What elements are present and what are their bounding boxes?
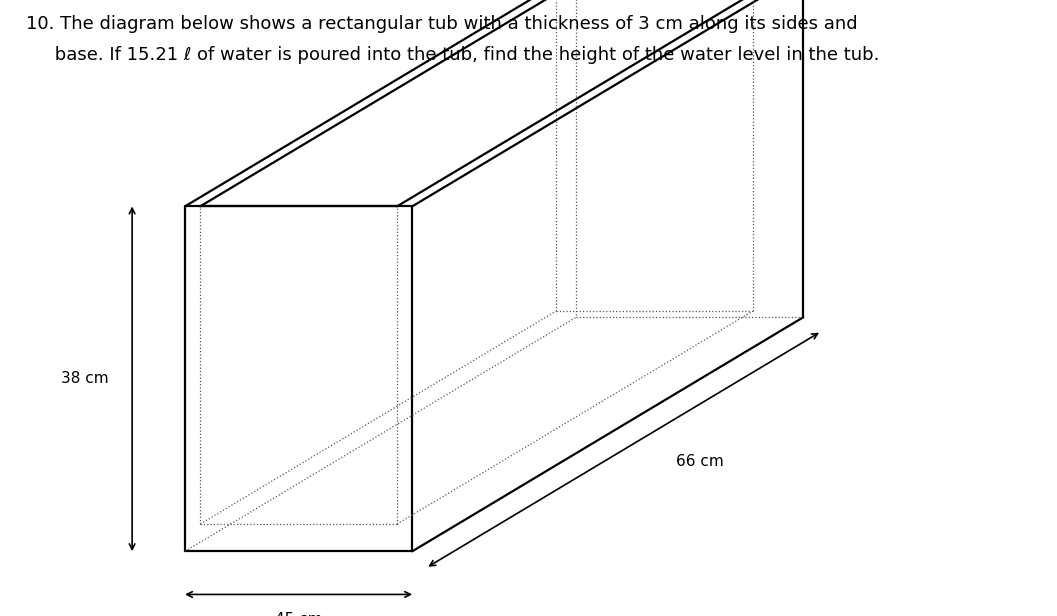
Text: 66 cm: 66 cm	[676, 455, 724, 469]
Text: 38 cm: 38 cm	[60, 371, 109, 386]
Text: base. If 15.21 ℓ of water is poured into the tub, find the height of the water l: base. If 15.21 ℓ of water is poured into…	[26, 46, 879, 64]
Text: 45 cm: 45 cm	[275, 612, 322, 616]
Text: 10. The diagram below shows a rectangular tub with a thickness of 3 cm along its: 10. The diagram below shows a rectangula…	[26, 15, 858, 33]
